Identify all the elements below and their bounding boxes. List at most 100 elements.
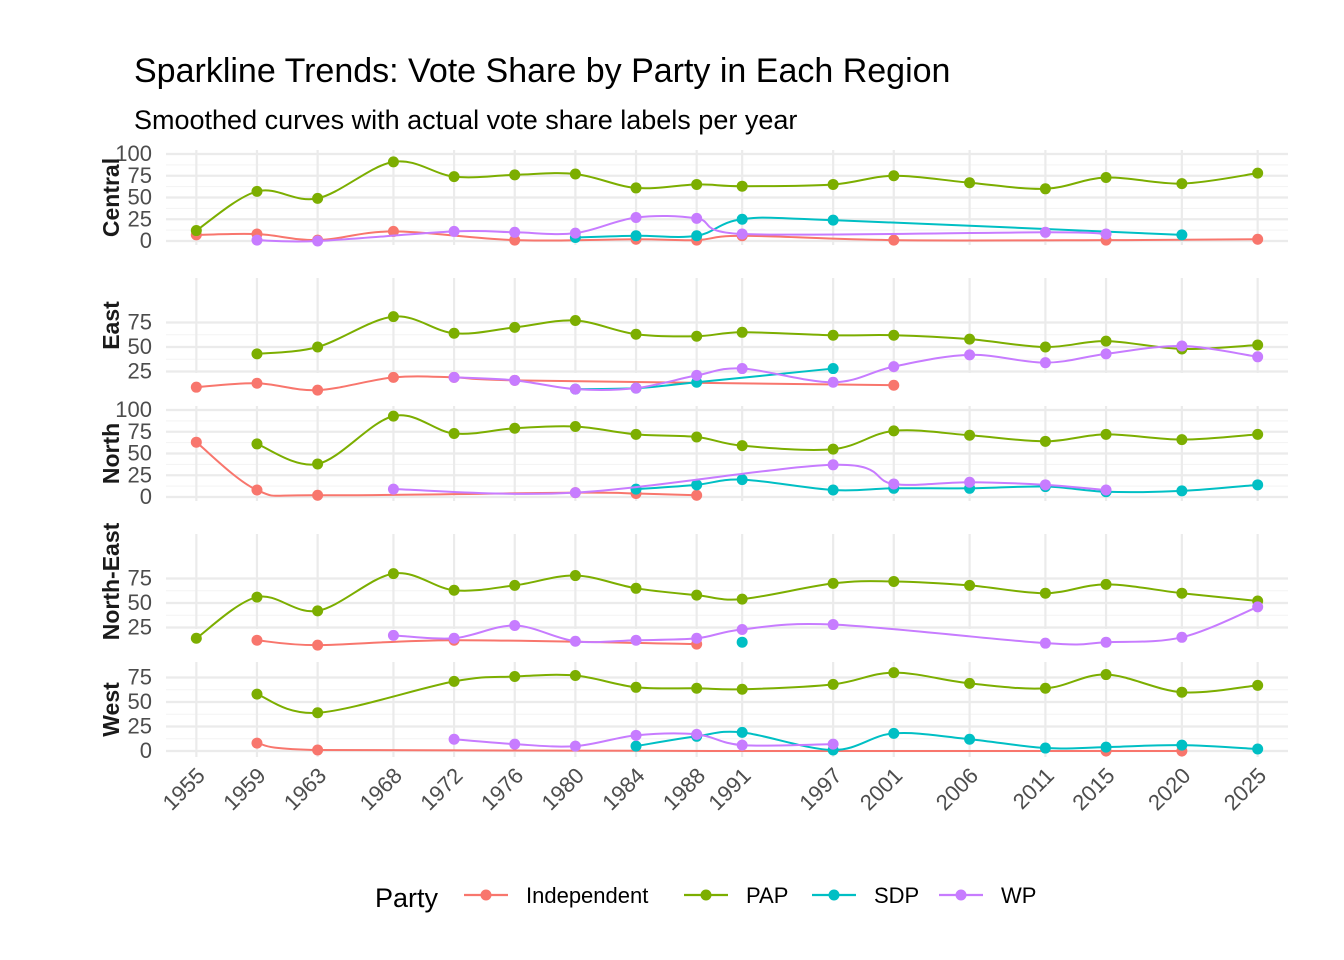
data-point [251, 438, 263, 450]
x-tick-label: 2006 [931, 763, 983, 815]
data-point [1039, 742, 1051, 754]
data-point [312, 605, 324, 617]
data-point [448, 675, 460, 687]
series-pap [190, 156, 1264, 237]
data-point [312, 489, 324, 501]
data-point [569, 635, 581, 647]
data-point [312, 384, 324, 396]
data-point [630, 681, 642, 693]
data-point [827, 738, 839, 750]
data-point [736, 180, 748, 192]
data-point [312, 707, 324, 719]
data-point [509, 579, 521, 591]
y-tick-label: 0 [140, 228, 152, 253]
data-point [569, 487, 581, 499]
series-wp [387, 459, 1112, 499]
data-point [448, 225, 460, 237]
data-point [1176, 178, 1188, 190]
data-point [888, 727, 900, 739]
y-tick-label: 25 [128, 359, 152, 384]
data-point [1176, 587, 1188, 599]
data-point [736, 636, 748, 648]
data-point [691, 682, 703, 694]
y-tick-label: 50 [128, 689, 152, 714]
x-tick-label: 1963 [279, 763, 331, 815]
data-point [630, 483, 642, 495]
data-point [509, 671, 521, 683]
data-point [736, 739, 748, 751]
y-tick-label: 25 [128, 615, 152, 640]
series-line [635, 730, 1258, 752]
data-point [387, 371, 399, 383]
data-point [691, 178, 703, 190]
data-point [888, 667, 900, 679]
data-point [827, 459, 839, 471]
y-tick-label: 50 [128, 334, 152, 359]
series-sdp [630, 726, 1264, 756]
data-point [509, 226, 521, 238]
data-point [312, 341, 324, 353]
x-tick-label: 1997 [794, 763, 846, 815]
data-point [190, 632, 202, 644]
data-point [1039, 435, 1051, 447]
data-point [1100, 171, 1112, 183]
data-point [827, 214, 839, 226]
data-point [312, 192, 324, 204]
data-point [448, 632, 460, 644]
data-point [630, 582, 642, 594]
data-point [1252, 351, 1264, 363]
data-point [251, 688, 263, 700]
data-point [251, 591, 263, 603]
series-line [196, 375, 894, 392]
y-tick-label: 100 [115, 141, 152, 166]
series-line [393, 463, 1107, 495]
facet-label: West [98, 682, 124, 737]
legend-key-point [700, 889, 712, 901]
y-tick-label: 75 [128, 163, 152, 188]
data-point [509, 169, 521, 181]
data-point [1039, 183, 1051, 195]
data-point [1100, 484, 1112, 496]
data-point [569, 227, 581, 239]
facet-label: Central [98, 158, 124, 237]
data-point [251, 348, 263, 360]
y-tick-label: 75 [128, 310, 152, 335]
series-line [256, 742, 1182, 753]
data-point [251, 377, 263, 389]
data-point [1100, 428, 1112, 440]
data-point [1252, 233, 1264, 245]
x-axis: 1955 1959 1963 1968 1972 1976 1980 1984 19881991… [158, 763, 1272, 815]
data-point [736, 363, 748, 375]
legend-item-sdp: SDP [812, 883, 919, 908]
series-line [256, 639, 697, 647]
data-point [387, 483, 399, 495]
data-point [1252, 479, 1264, 491]
data-point [387, 568, 399, 580]
legend-label: PAP [746, 883, 788, 908]
series-wp [448, 340, 1264, 395]
data-point [312, 744, 324, 756]
x-tick-label: 1959 [218, 763, 270, 815]
data-point [736, 213, 748, 225]
data-point [691, 330, 703, 342]
data-point [1100, 578, 1112, 590]
facet-label: North-East [98, 522, 124, 640]
facet-label: North [98, 423, 124, 484]
data-point [630, 740, 642, 752]
legend-item-pap: PAP [684, 883, 788, 908]
data-point [736, 474, 748, 486]
data-point [509, 374, 521, 386]
x-tick-label: 1955 [158, 763, 210, 815]
facet-label: East [98, 301, 124, 350]
data-point [630, 382, 642, 394]
data-point [509, 422, 521, 434]
data-point [312, 235, 324, 247]
data-point [827, 443, 839, 455]
data-point [448, 327, 460, 339]
y-tick-label: 25 [128, 714, 152, 739]
data-point [1176, 485, 1188, 497]
data-point [630, 230, 642, 242]
data-point [251, 484, 263, 496]
